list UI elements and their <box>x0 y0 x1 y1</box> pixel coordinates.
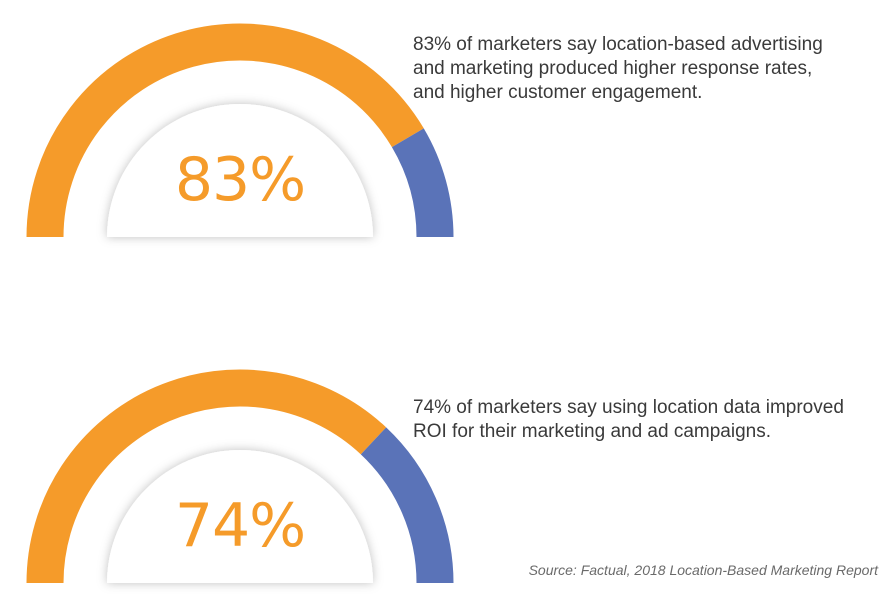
gauge-2-svg <box>26 369 454 584</box>
stat-description-1: 83% of marketers say location-based adve… <box>413 34 823 103</box>
source-citation: Source: Factual, 2018 Location-Based Mar… <box>528 562 878 578</box>
gauge-2-inner-disc <box>107 450 373 583</box>
gauge-1-remainder-arc <box>391 128 454 238</box>
gauge-chart-1: 83% <box>0 0 480 250</box>
gauge-chart-2: 74% <box>0 346 480 596</box>
gauge-1-value-label: 83% <box>174 145 306 215</box>
stat-description-2: 74% of marketers say using location data… <box>413 397 844 442</box>
gauge-2-value-label: 74% <box>174 491 306 561</box>
gauge-1-svg <box>26 23 454 238</box>
gauge-2-filled-arc <box>26 369 387 584</box>
gauge-2-remainder-arc <box>360 427 454 584</box>
gauge-1-inner-disc <box>107 104 373 237</box>
gauge-1-filled-arc <box>26 23 424 238</box>
